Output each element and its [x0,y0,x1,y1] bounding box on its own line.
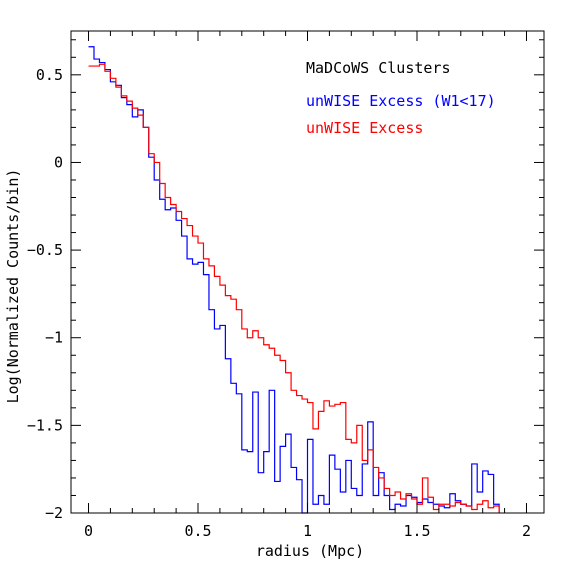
y-tick-label: −2 [45,504,63,522]
x-tick-label: 0 [84,522,93,540]
tick-label-group: 0 0.5 1 1.5 2 −2 −1.5 −1 −0.5 0 0.5 [27,66,531,540]
y-tick-label: 0.5 [36,66,63,84]
chart-title: MaDCoWS Clusters [306,59,451,77]
y-tick-label: 0 [54,153,63,171]
x-axis-label: radius (Mpc) [256,542,364,560]
series-group [88,46,500,514]
x-tick-label: 2 [522,522,531,540]
y-tick-label: −0.5 [27,241,63,259]
tick-group [71,31,544,514]
x-tick-label: 0.5 [184,522,211,540]
series-line-red [88,63,500,513]
x-tick-label: 1 [303,522,312,540]
y-tick-label: −1.5 [27,416,63,434]
y-axis-label: Log(Normalized Counts/bin) [4,169,22,404]
legend-entry-blue: unWISE Excess (W1<17) [306,92,496,110]
series-line-blue [88,46,500,514]
x-tick-label: 1.5 [403,522,430,540]
y-tick-label: −1 [45,329,63,347]
legend-entry-red: unWISE Excess [306,119,423,137]
